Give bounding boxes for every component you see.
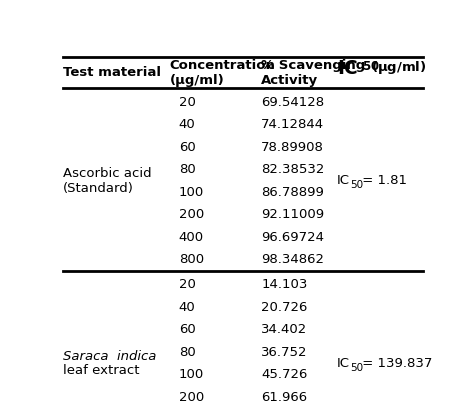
Text: 45.726: 45.726 (261, 369, 308, 381)
Text: 82.38532: 82.38532 (261, 163, 325, 176)
Text: = 1.81: = 1.81 (358, 174, 407, 187)
Text: 96.69724: 96.69724 (261, 231, 324, 244)
Text: 100: 100 (179, 186, 204, 198)
Text: 50: 50 (351, 180, 364, 190)
Text: Saraca  indica: Saraca indica (63, 350, 156, 363)
Text: 86.78899: 86.78899 (261, 186, 324, 198)
Text: 60: 60 (179, 323, 195, 336)
Text: 20.726: 20.726 (261, 301, 308, 314)
Text: 80: 80 (179, 346, 195, 359)
Text: 20: 20 (179, 95, 195, 109)
Text: 50: 50 (351, 363, 364, 373)
Text: 34.402: 34.402 (261, 323, 308, 336)
Text: 800: 800 (179, 253, 204, 266)
Text: 69.54128: 69.54128 (261, 95, 324, 109)
Text: 40: 40 (179, 118, 195, 131)
Text: 60: 60 (179, 141, 195, 154)
Text: 92.11009: 92.11009 (261, 208, 324, 221)
Text: Test material: Test material (63, 66, 161, 79)
Text: % Scavenging
Activity: % Scavenging Activity (261, 59, 365, 87)
Text: 61.966: 61.966 (261, 391, 308, 401)
Text: 36.752: 36.752 (261, 346, 308, 359)
Text: 100: 100 (179, 369, 204, 381)
Text: 20: 20 (179, 278, 195, 291)
Text: 98.34862: 98.34862 (261, 253, 324, 266)
Text: $\mathbf{(\mu g/ml)}$: $\mathbf{(\mu g/ml)}$ (372, 59, 427, 76)
Text: 200: 200 (179, 208, 204, 221)
Text: Ascorbic acid
(Standard): Ascorbic acid (Standard) (63, 167, 152, 195)
Text: IC: IC (337, 357, 350, 370)
Text: 74.12844: 74.12844 (261, 118, 324, 131)
Text: 40: 40 (179, 301, 195, 314)
Text: 200: 200 (179, 391, 204, 401)
Text: 14.103: 14.103 (261, 278, 308, 291)
Text: leaf extract: leaf extract (63, 364, 139, 377)
Text: $\mathbf{IC}$: $\mathbf{IC}$ (337, 59, 358, 78)
Text: 400: 400 (179, 231, 204, 244)
Text: 80: 80 (179, 163, 195, 176)
Text: = 139.837: = 139.837 (358, 357, 432, 370)
Text: $\mathbf{50}$: $\mathbf{50}$ (362, 61, 379, 73)
Text: Concentration
(μg/ml): Concentration (μg/ml) (169, 59, 275, 87)
Text: 78.89908: 78.89908 (261, 141, 324, 154)
Text: IC: IC (337, 174, 350, 187)
